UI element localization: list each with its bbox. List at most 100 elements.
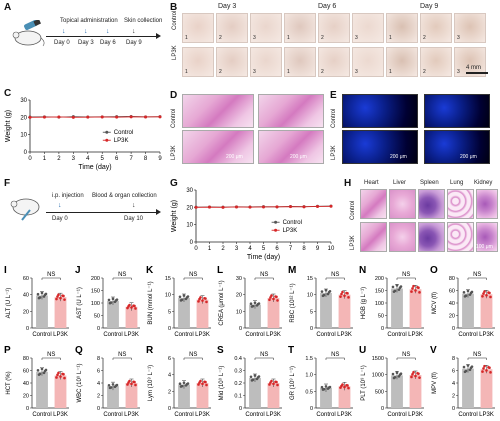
y-tick-label: 0 (168, 326, 171, 332)
panel-label: I (4, 265, 7, 276)
data-point (417, 286, 420, 289)
fluorescence-image (424, 130, 490, 164)
x-tick-label: Control (103, 332, 122, 338)
data-point (111, 297, 115, 301)
photo-number: 3 (355, 35, 358, 41)
col-header: Day 3 (218, 3, 237, 10)
data-point (316, 204, 319, 208)
day-label: Day 0 (54, 40, 70, 46)
scale-label: 4 mm (466, 65, 481, 71)
data-point (158, 115, 162, 119)
y-tick-label: 60 (449, 289, 455, 295)
legend-marker (105, 130, 109, 134)
data-point (204, 380, 207, 384)
data-point (395, 284, 399, 287)
x-tick-label: Control (174, 412, 193, 418)
data-point (320, 290, 324, 293)
data-point (62, 294, 65, 298)
legend-marker (274, 220, 278, 224)
bar-chart-v: V 0 2 4 6 8 MPV (fl) Control LP3K NS (428, 344, 498, 421)
data-point (489, 295, 492, 299)
data-point (221, 205, 225, 209)
data-point (55, 297, 58, 301)
bar (54, 375, 67, 408)
data-point (107, 383, 111, 387)
data-point (40, 291, 44, 295)
photo-number: 2 (321, 69, 324, 75)
photo-number: 1 (389, 69, 392, 75)
data-point (178, 382, 182, 386)
y-tick-label: 0 (452, 326, 455, 332)
x-tick-label: Control (316, 332, 335, 338)
panel-label: Q (75, 345, 83, 356)
x-tick-label: LP3K (337, 412, 352, 418)
significance-label: NS (47, 272, 55, 278)
y-tick-label: 1000 (372, 373, 384, 379)
scale-label: 200 μm (390, 154, 407, 160)
fluorescence-image (342, 94, 418, 128)
data-point (466, 364, 470, 367)
y-tick-label: 50 (378, 314, 384, 320)
photo-number: 2 (423, 69, 426, 75)
down-arrow-icon: ↓ (58, 202, 62, 209)
data-point (127, 381, 130, 384)
significance-bracket (112, 357, 132, 360)
skin-photo: 1 (182, 47, 214, 77)
bar (36, 295, 48, 328)
data-point (250, 379, 254, 382)
data-point (269, 296, 272, 299)
data-point (340, 384, 343, 388)
significance-bracket (183, 277, 203, 280)
down-arrow-icon: ↓ (84, 28, 88, 35)
bar (54, 297, 67, 328)
y-tick-label: 20 (20, 115, 27, 121)
bar (320, 293, 332, 328)
data-point (268, 383, 271, 386)
bar (249, 304, 261, 328)
y-tick-label: 1500 (372, 356, 384, 362)
data-point (134, 307, 137, 310)
skin-photo: 1 (284, 47, 316, 77)
bar (480, 369, 493, 408)
y-tick-label: 100 (91, 301, 100, 307)
data-point (414, 289, 417, 292)
data-point (410, 375, 413, 379)
y-tick-label: 0 (381, 406, 384, 412)
bar (320, 388, 332, 408)
y-tick-label: 0 (310, 326, 313, 332)
data-point (462, 365, 466, 369)
data-point (418, 376, 421, 379)
y-tick-label: 4 (97, 381, 100, 387)
data-point (198, 297, 201, 301)
y-axis-label: HGB (g L⁻¹) (361, 287, 367, 319)
significance-label: NS (402, 352, 410, 358)
data-point (462, 290, 466, 294)
y-tick-label: 10 (20, 133, 27, 139)
y-axis-label: AST (U L⁻¹) (77, 287, 83, 319)
step-blood-organ: Blood & organ collection (92, 193, 157, 199)
y-axis-label: MCV (fl) (432, 292, 438, 314)
photo-number: 1 (185, 69, 188, 75)
x-tick-label: 9 (316, 246, 320, 252)
panel-label: M (288, 265, 296, 276)
skin-photo: 3 (250, 13, 282, 43)
data-point (392, 290, 396, 293)
data-point (329, 204, 333, 208)
significance-label: NS (118, 352, 126, 358)
y-axis-label: Lym (10⁹ L⁻¹) (147, 365, 154, 401)
x-tick-label: 9 (158, 156, 162, 162)
data-point (197, 300, 200, 303)
x-tick-label: LP3K (479, 412, 494, 418)
data-point (28, 115, 32, 119)
x-tick-label: 3 (235, 246, 239, 252)
skin-photo: 2 (318, 47, 350, 77)
x-tick-label: LP3K (53, 412, 68, 418)
skin-photo: 2 (420, 13, 452, 43)
bar-chart-r: R 0 2 4 6 Lym (10⁹ L⁻¹) Control LP3K NS (144, 344, 214, 421)
y-tick-label: 0.2 (234, 381, 242, 387)
significance-label: NS (331, 352, 339, 358)
data-point (269, 381, 272, 384)
col-header: Day 6 (318, 3, 337, 10)
data-point (250, 305, 254, 308)
x-tick-label: 7 (289, 246, 293, 252)
